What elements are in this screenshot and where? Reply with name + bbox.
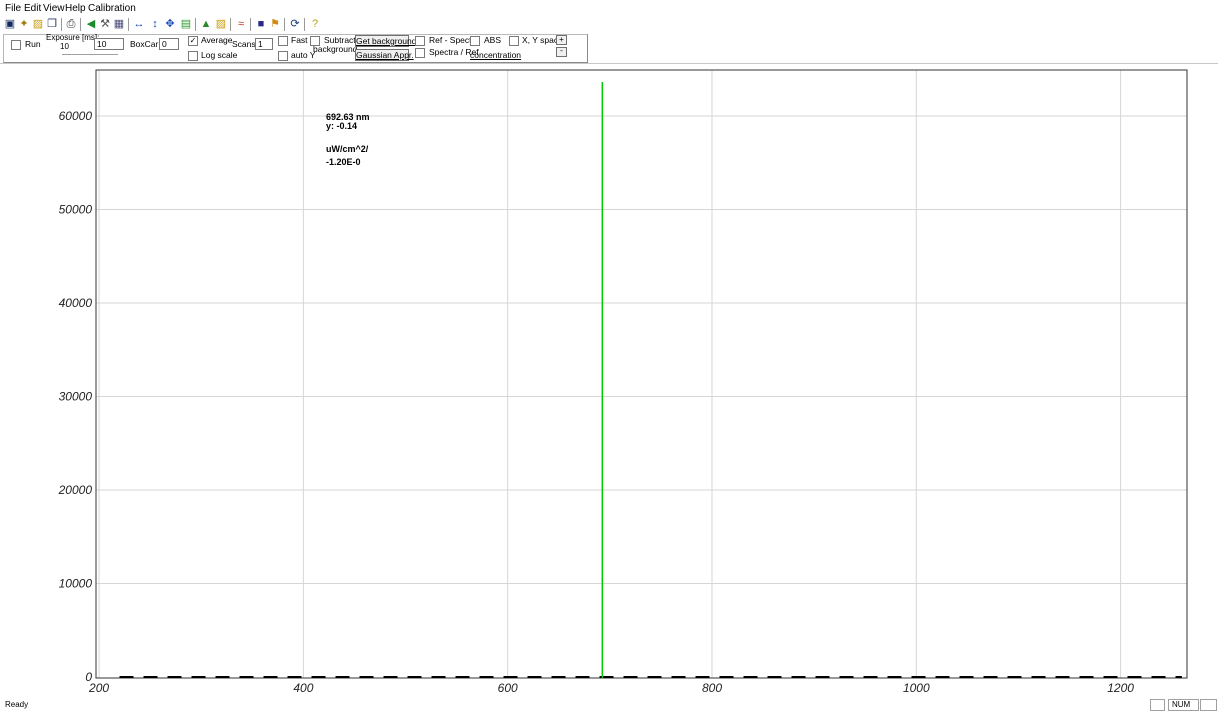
y-tick-label: 30000 xyxy=(59,390,93,404)
graph-icon[interactable]: ≈ xyxy=(237,18,245,30)
chart-icon[interactable]: ▤ xyxy=(180,18,192,30)
subtract-background-checkbox[interactable] xyxy=(310,36,320,46)
toolbar: ▣ ✦ ▨ ❐ ⎙ ◀ ⚒ ▦ ↔ ↕ ✥ ▤ ▲ ▨ ≈ ■ ⚑ ⟳ ? xyxy=(0,16,1218,33)
ref-spectra-checkbox[interactable] xyxy=(415,36,425,46)
status-text: Ready xyxy=(5,700,29,709)
scans-input[interactable]: 1 xyxy=(255,38,273,50)
boxcar-input[interactable]: 0 xyxy=(159,38,179,50)
v-arrow-icon[interactable]: ↕ xyxy=(152,18,158,30)
toolbar-separator xyxy=(128,18,129,31)
y-tick-label: 0 xyxy=(85,670,92,684)
cursor-unit: uW/cm^2/ xyxy=(326,144,369,154)
menu-bar: File Edit View Help Calibration xyxy=(0,0,1218,16)
toolbar-separator xyxy=(284,18,285,31)
image-icon[interactable]: ▦ xyxy=(113,18,125,30)
toolbar-separator xyxy=(61,18,62,31)
boxcar-label: BoxCar: xyxy=(130,39,161,49)
background-label: background xyxy=(313,44,358,54)
status-pane-empty xyxy=(1200,699,1217,711)
auto-y-checkbox[interactable] xyxy=(278,51,288,61)
back-icon[interactable]: ◀ xyxy=(86,18,96,30)
toolbar-separator xyxy=(195,18,196,31)
num-lock-indicator: NUM xyxy=(1168,699,1199,711)
print-icon[interactable]: ⎙ xyxy=(66,18,76,30)
toolbar-separator xyxy=(304,18,305,31)
status-bar: Ready NUM xyxy=(0,698,1218,711)
save-icon[interactable]: ▣ xyxy=(4,18,16,30)
status-pane-empty xyxy=(1150,699,1165,711)
menu-edit[interactable]: Edit xyxy=(24,3,42,14)
exposure-slider[interactable] xyxy=(62,54,118,58)
y-tick-label: 40000 xyxy=(59,296,93,310)
x-tick-label: 200 xyxy=(88,681,109,695)
folder-icon[interactable]: ▨ xyxy=(215,18,227,30)
box-icon[interactable]: ■ xyxy=(257,18,265,30)
fast-label: Fast xyxy=(291,35,308,45)
y-tick-label: 60000 xyxy=(59,109,93,123)
ref-spectra-label: Ref - Spectra xyxy=(429,35,480,45)
plot-frame xyxy=(95,69,1188,679)
exposure-input[interactable]: 10 xyxy=(94,38,124,50)
cursor-wavelength: 692.63 nm xyxy=(326,112,370,122)
average-checkbox[interactable]: ✓ xyxy=(188,36,198,46)
menu-view[interactable]: View xyxy=(43,3,65,14)
auto-y-label: auto Y xyxy=(291,50,316,60)
cursor-y-value: y: -0.14 xyxy=(326,121,358,131)
y-tick-label: 10000 xyxy=(59,577,93,591)
run-checkbox[interactable] xyxy=(11,40,21,50)
y-tick-label: 50000 xyxy=(59,203,93,217)
average-label: Average xyxy=(201,35,233,45)
tick-labels: 200 400 600 800 1000 1200 0 10000 20000 30000 4000… xyxy=(58,109,1135,695)
flag-icon[interactable]: ⚑ xyxy=(270,18,280,30)
help-icon[interactable]: ? xyxy=(311,18,319,30)
log-scale-label: Log scale xyxy=(201,50,238,60)
grid xyxy=(96,70,1187,678)
move-icon[interactable]: ✥ xyxy=(165,18,175,30)
x-tick-label: 400 xyxy=(293,681,313,695)
menu-calibration[interactable]: Calibration xyxy=(88,3,136,14)
control-bar: Run Exposure [ms]: 10 10 BoxCar: 0 ✓ Ave… xyxy=(0,33,1218,63)
x-tick-label: 800 xyxy=(702,681,722,695)
scans-label: Scans: xyxy=(232,39,258,49)
log-scale-checkbox[interactable] xyxy=(188,51,198,61)
copy-icon[interactable]: ❐ xyxy=(47,18,57,30)
toolbar-separator xyxy=(250,18,251,31)
xy-space-label: X, Y space xyxy=(522,35,563,45)
menu-help[interactable]: Help xyxy=(65,3,86,14)
menu-file[interactable]: File xyxy=(5,3,22,14)
gaussian-appr-button[interactable]: Gaussian Appr. xyxy=(355,49,414,61)
control-frame xyxy=(3,34,588,63)
fast-checkbox[interactable] xyxy=(278,36,288,46)
exposure-sub-label: 10 xyxy=(60,42,69,51)
spectra-ref-label: Spectra / Ref xyxy=(429,47,479,57)
up-icon[interactable]: ▲ xyxy=(200,18,212,30)
abs-label: ABS xyxy=(484,35,502,45)
spectra-ref-checkbox[interactable] xyxy=(415,48,425,58)
y-tick-label: 20000 xyxy=(58,483,93,497)
settings-icon[interactable]: ⚒ xyxy=(100,18,110,30)
x-tick-label: 1000 xyxy=(903,681,930,695)
concentration-button[interactable]: concentration xyxy=(470,50,522,60)
new-icon[interactable]: ✦ xyxy=(19,18,29,30)
toolbar-divider xyxy=(0,63,1218,64)
toolbar-separator xyxy=(80,18,81,31)
cursor-value: -1.20E-0 xyxy=(326,157,361,167)
subtract-label: Subtract xyxy=(324,35,356,45)
exposure-label: Exposure [ms]: xyxy=(46,33,100,42)
refresh-icon[interactable]: ⟳ xyxy=(290,18,300,30)
xy-space-checkbox[interactable] xyxy=(509,36,519,46)
x-tick-label: 1200 xyxy=(1107,681,1134,695)
open-icon[interactable]: ▨ xyxy=(32,18,44,30)
spin-down-button[interactable]: - xyxy=(556,47,567,57)
get-background-button[interactable]: Get background xyxy=(355,35,417,47)
abs-checkbox[interactable] xyxy=(470,36,480,46)
spin-up-button[interactable]: + xyxy=(556,35,567,45)
x-tick-label: 600 xyxy=(498,681,518,695)
run-label: Run xyxy=(25,39,41,49)
toolbar-separator xyxy=(230,18,231,31)
h-arrow-icon[interactable]: ↔ xyxy=(133,18,145,30)
